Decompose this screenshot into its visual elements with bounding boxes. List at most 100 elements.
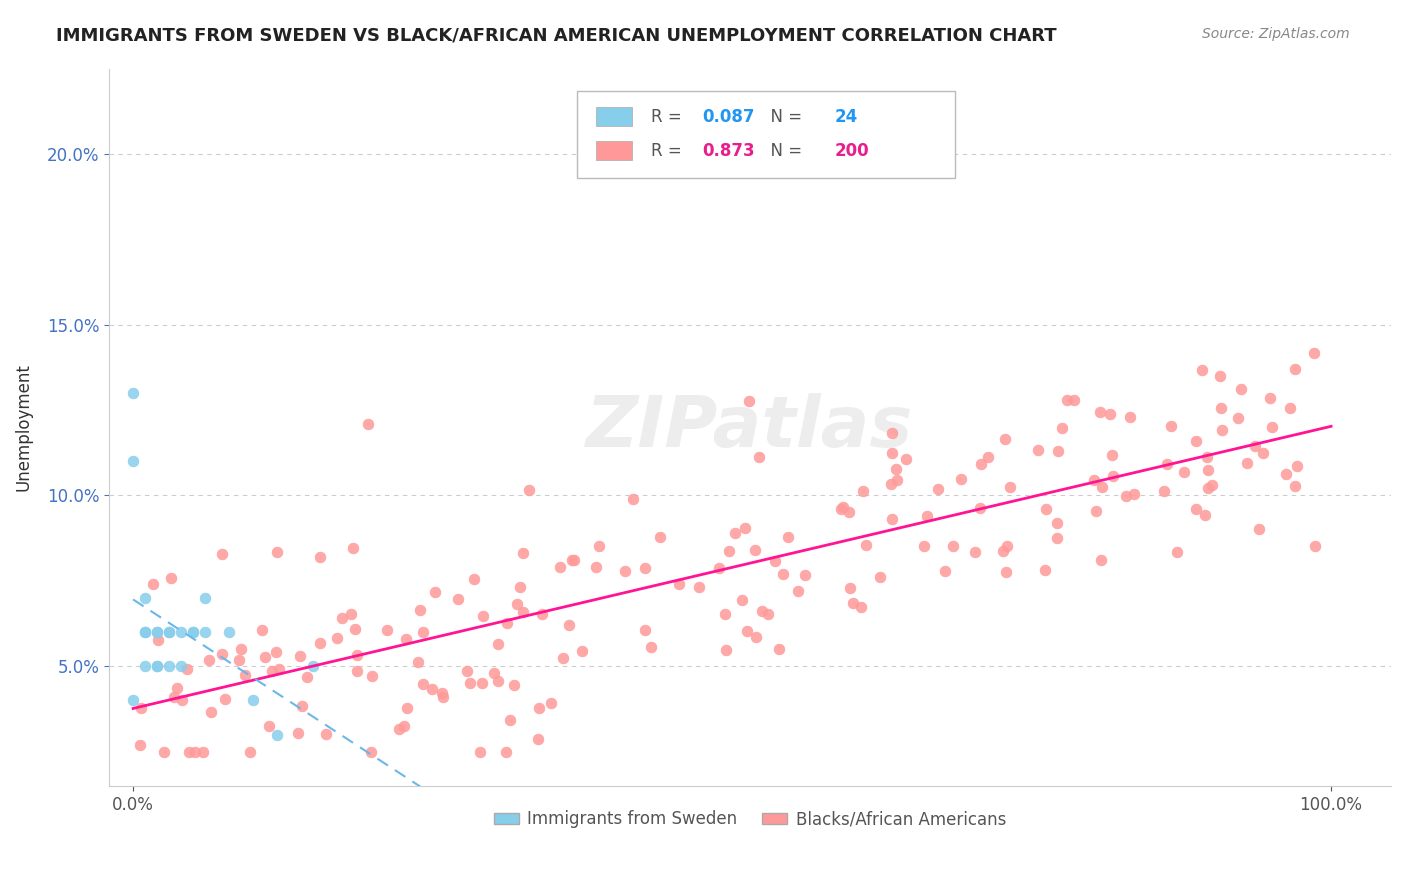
Point	[472, 608, 495, 623]
Point	[772, 567, 794, 582]
Point	[200, 706, 222, 720]
Point	[134, 625, 156, 640]
Point	[1153, 484, 1175, 499]
Point	[159, 571, 181, 585]
Point	[131, 701, 153, 715]
Point	[406, 655, 429, 669]
Point	[146, 625, 169, 640]
Point	[157, 659, 180, 673]
Point	[253, 650, 276, 665]
Point	[540, 696, 562, 710]
Point	[447, 591, 470, 606]
Point	[884, 462, 907, 476]
Point	[994, 432, 1017, 446]
Point	[388, 722, 411, 736]
Point	[1156, 457, 1178, 471]
Point	[776, 530, 799, 544]
Point	[146, 633, 169, 648]
Point	[787, 583, 810, 598]
Point	[340, 607, 363, 622]
Point	[471, 676, 494, 690]
Point	[970, 457, 993, 471]
Point	[1084, 504, 1107, 518]
Point	[198, 653, 221, 667]
Point	[1209, 369, 1232, 384]
Point	[233, 668, 256, 682]
Point	[838, 505, 860, 519]
Point	[1194, 508, 1216, 523]
Point	[744, 542, 766, 557]
Point	[291, 699, 314, 714]
Point	[486, 674, 509, 689]
Point	[1305, 539, 1327, 553]
Point	[269, 662, 291, 676]
Point	[211, 647, 233, 661]
Point	[1166, 545, 1188, 559]
Point	[122, 454, 145, 468]
Point	[668, 577, 690, 591]
Point	[458, 676, 481, 690]
Point	[146, 659, 169, 673]
Point	[724, 525, 747, 540]
Legend: Immigrants from Sweden, Blacks/African Americans: Immigrants from Sweden, Blacks/African A…	[488, 804, 1012, 835]
Point	[831, 500, 853, 514]
Point	[969, 501, 991, 516]
Point	[342, 541, 364, 555]
Point	[239, 745, 262, 759]
Point	[1211, 401, 1233, 415]
Point	[1083, 473, 1105, 487]
Point	[912, 539, 935, 553]
Point	[1090, 404, 1112, 418]
Point	[128, 738, 150, 752]
Point	[934, 564, 956, 578]
Point	[170, 692, 193, 706]
Point	[1197, 463, 1219, 477]
Point	[1230, 382, 1253, 396]
Point	[613, 564, 636, 578]
Text: R =: R =	[651, 142, 688, 160]
Point	[194, 625, 217, 640]
Point	[965, 544, 987, 558]
Text: R =: R =	[651, 108, 688, 126]
Point	[134, 625, 156, 640]
Point	[122, 693, 145, 707]
Point	[1122, 487, 1144, 501]
Point	[430, 686, 453, 700]
Point	[529, 701, 551, 715]
Point	[396, 701, 419, 715]
Point	[991, 544, 1014, 558]
Point	[526, 732, 548, 747]
Point	[1056, 393, 1078, 408]
Point	[869, 569, 891, 583]
Point	[309, 550, 332, 565]
Point	[301, 659, 323, 673]
Point	[717, 544, 740, 558]
Point	[1201, 478, 1223, 492]
Point	[218, 625, 240, 640]
Point	[731, 592, 754, 607]
Point	[423, 585, 446, 599]
Point	[166, 681, 188, 695]
Point	[640, 640, 662, 654]
Point	[191, 745, 214, 759]
Text: N =: N =	[761, 142, 807, 160]
Point	[915, 508, 938, 523]
Point	[738, 393, 761, 408]
Point	[360, 745, 382, 759]
Point	[176, 662, 198, 676]
Point	[1211, 423, 1233, 437]
Text: ZIPatlas: ZIPatlas	[586, 392, 914, 462]
Point	[562, 553, 585, 567]
Point	[621, 491, 644, 506]
Point	[1284, 362, 1306, 376]
Point	[170, 625, 193, 640]
Point	[1197, 481, 1219, 495]
Point	[499, 713, 522, 727]
Point	[412, 676, 434, 690]
Point	[486, 637, 509, 651]
Point	[361, 669, 384, 683]
Point	[177, 745, 200, 759]
Point	[1185, 434, 1208, 448]
Point	[309, 636, 332, 650]
Point	[170, 659, 193, 673]
